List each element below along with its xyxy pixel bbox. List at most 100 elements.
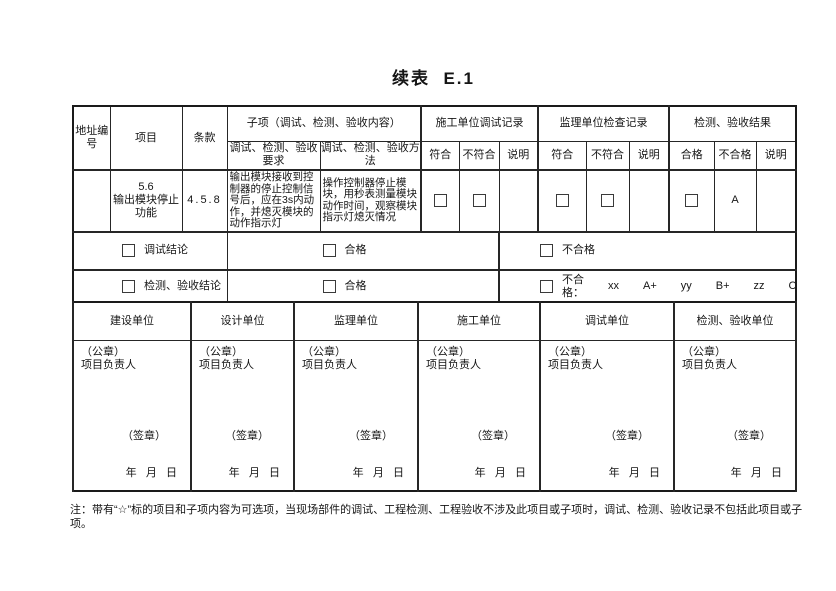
section-header-construction-record: 施工单位调试记录 bbox=[420, 105, 539, 142]
inspection-fail-cell: 不合格： xx A+ yy B+ zz C 0 bbox=[497, 268, 797, 304]
signature-cell-supervision: （公章） 项目负责人 （签章） 年 月 日 bbox=[293, 339, 419, 492]
sign-label: （签章） bbox=[349, 429, 393, 442]
fail-item-a-plus: A+ bbox=[643, 280, 657, 292]
debug-conclusion-checkbox[interactable] bbox=[122, 244, 135, 257]
cell-clause: 4.5.8 bbox=[181, 169, 228, 232]
sign-label: （签章） bbox=[122, 429, 166, 442]
seal-label: （公章） bbox=[682, 345, 726, 358]
debug-fail-cell: 不合格 bbox=[497, 230, 797, 270]
debug-pass-checkbox[interactable] bbox=[322, 244, 336, 257]
unit-header-construction: 施工单位 bbox=[417, 301, 541, 341]
project-manager-label: 项目负责人 bbox=[426, 358, 481, 371]
cell-requirement: 输出模块接收到控制器的停止控制信号后，应在3s内动作，并熄灭模块的动作指示灯 bbox=[226, 169, 321, 232]
cell-result-fail: A bbox=[713, 169, 757, 232]
fail-item-xx: xx bbox=[608, 280, 619, 292]
col-header-result-fail: 不合格 bbox=[713, 140, 757, 171]
inspection-conclusion-label-cell: 检测、验收结论 bbox=[72, 268, 228, 304]
header-row-sub: 调试、检测、验收要求 调试、检测、验收方法 符合 不符合 说明 符合 不符合 说… bbox=[73, 140, 797, 171]
sign-label: （签章） bbox=[225, 429, 269, 442]
inspection-fail-label: 不合格： bbox=[562, 273, 584, 299]
col-header-result-pass: 合格 bbox=[668, 140, 715, 171]
col-header-address: 地址编号 bbox=[72, 105, 111, 171]
signature-cell-commissioning: （公章） 项目负责人 （签章） 年 月 日 bbox=[539, 339, 675, 492]
inspection-conclusion-checkbox[interactable] bbox=[122, 280, 135, 293]
project-manager-label: 项目负责人 bbox=[548, 358, 603, 371]
project-manager-label: 项目负责人 bbox=[682, 358, 737, 371]
inspection-conclusion-label: 检测、验收结论 bbox=[144, 280, 221, 292]
debug-conclusion-label: 调试结论 bbox=[144, 244, 188, 256]
inspection-pass-label: 合格 bbox=[344, 280, 367, 292]
data-row: 5.6 输出模块停止功能 4.5.8 输出模块接收到控制器的停止控制信号后，应在… bbox=[72, 169, 797, 232]
sign-label: （签章） bbox=[605, 429, 649, 442]
header-row-main: 地址编号 项目 条款 子项（调试、检测、验收内容） 施工单位调试记录 监理单位检… bbox=[72, 105, 797, 171]
inspection-conclusion-row: 检测、验收结论 合格 不合格： xx A+ yy B+ zz C bbox=[72, 268, 797, 304]
construction-conform-checkbox[interactable] bbox=[433, 194, 447, 208]
unit-header-row: 建设单位 设计单位 监理单位 施工单位 调试单位 检测、验收单位 bbox=[72, 301, 797, 341]
project-number: 5.6 bbox=[138, 181, 154, 194]
col-header-project: 项目 bbox=[109, 105, 183, 171]
inspection-pass-cell: 合格 bbox=[226, 268, 500, 304]
unit-header-supervision: 监理单位 bbox=[293, 301, 419, 341]
debug-conclusion-row: 调试结论 合格 不合格 bbox=[72, 230, 797, 270]
cell-supervision-conform bbox=[537, 169, 587, 232]
cell-construction-conform bbox=[420, 169, 460, 232]
fail-item-b-plus: B+ bbox=[715, 280, 730, 292]
col-header-clause: 条款 bbox=[181, 105, 228, 171]
section-header-subitem: 子项（调试、检测、验收内容） bbox=[226, 105, 422, 142]
section-header-supervision-record: 监理单位检查记录 bbox=[537, 105, 670, 142]
col-header-construction-nonconform: 不符合 bbox=[458, 140, 500, 171]
col-header-supervision-remark: 说明 bbox=[628, 140, 670, 171]
fail-item-zz: zz bbox=[753, 280, 765, 292]
seal-label: （公章） bbox=[81, 345, 125, 358]
page-title: 续表 E.1 bbox=[392, 69, 475, 88]
seal-label: （公章） bbox=[426, 345, 470, 358]
unit-header-commissioning: 调试单位 bbox=[539, 301, 675, 341]
col-header-requirement: 调试、检测、验收要求 bbox=[226, 140, 321, 171]
inspection-fail-checkbox[interactable] bbox=[540, 280, 553, 293]
cell-method: 操作控制器停止模块，用秒表测量模块动作时间，观察模块指示灯熄灭情况 bbox=[319, 169, 422, 232]
debug-fail-label: 不合格 bbox=[562, 244, 595, 256]
date-label: 年 月 日 bbox=[125, 466, 177, 479]
project-manager-label: 项目负责人 bbox=[199, 358, 254, 371]
col-header-supervision-nonconform: 不符合 bbox=[585, 140, 630, 171]
debug-pass-label: 合格 bbox=[344, 244, 367, 256]
signature-cell-construction: （公章） 项目负责人 （签章） 年 月 日 bbox=[417, 339, 541, 492]
supervision-nonconform-checkbox[interactable] bbox=[601, 194, 614, 208]
fail-item-yy: yy bbox=[680, 280, 692, 292]
col-header-method: 调试、检测、验收方法 bbox=[319, 140, 422, 171]
cell-address bbox=[72, 169, 111, 232]
cell-supervision-remark bbox=[628, 169, 670, 232]
cell-result-remark bbox=[755, 169, 797, 232]
date-label: 年 月 日 bbox=[730, 466, 782, 479]
seal-label: （公章） bbox=[548, 345, 592, 358]
signature-cell-design: （公章） 项目负责人 （签章） 年 月 日 bbox=[190, 339, 295, 492]
unit-header-construction-owner: 建设单位 bbox=[72, 301, 192, 341]
sign-label: （签章） bbox=[727, 429, 771, 442]
construction-nonconform-checkbox[interactable] bbox=[472, 194, 486, 208]
section-header-inspection-result: 检测、验收结果 bbox=[667, 105, 797, 142]
date-label: 年 月 日 bbox=[228, 466, 280, 479]
footnote: 注：带有“☆”标的项目和子项内容为可选项，当现场部件的调试、工程检测、工程验收不… bbox=[70, 504, 803, 530]
inspection-pass-checkbox[interactable] bbox=[322, 280, 336, 293]
fail-item-c: C bbox=[788, 280, 797, 292]
project-name: 输出模块停止功能 bbox=[113, 194, 179, 220]
debug-conclusion-label-cell: 调试结论 bbox=[72, 230, 228, 270]
sign-label: （签章） bbox=[471, 429, 515, 442]
record-table: 地址编号 项目 条款 子项（调试、检测、验收内容） 施工单位调试记录 监理单位检… bbox=[72, 105, 798, 305]
signature-row: （公章） 项目负责人 （签章） 年 月 日 （公章） 项目负责人 （签章） 年 … bbox=[72, 339, 797, 492]
result-pass-checkbox[interactable] bbox=[685, 194, 699, 208]
unit-header-design: 设计单位 bbox=[190, 301, 295, 341]
debug-fail-checkbox[interactable] bbox=[540, 244, 553, 257]
unit-header-inspection: 检测、验收单位 bbox=[673, 301, 797, 341]
signature-cell-construction-owner: （公章） 项目负责人 （签章） 年 月 日 bbox=[72, 339, 192, 492]
seal-label: （公章） bbox=[199, 345, 243, 358]
cell-construction-nonconform bbox=[458, 169, 500, 232]
cell-project: 5.6 输出模块停止功能 bbox=[109, 169, 183, 232]
col-header-result-remark: 说明 bbox=[755, 140, 797, 171]
seal-label: （公章） bbox=[302, 345, 346, 358]
cell-result-pass bbox=[668, 169, 715, 232]
col-header-supervision-conform: 符合 bbox=[537, 140, 587, 171]
cell-supervision-nonconform bbox=[585, 169, 630, 232]
supervision-conform-checkbox[interactable] bbox=[555, 194, 569, 208]
col-header-construction-remark: 说明 bbox=[498, 140, 539, 171]
